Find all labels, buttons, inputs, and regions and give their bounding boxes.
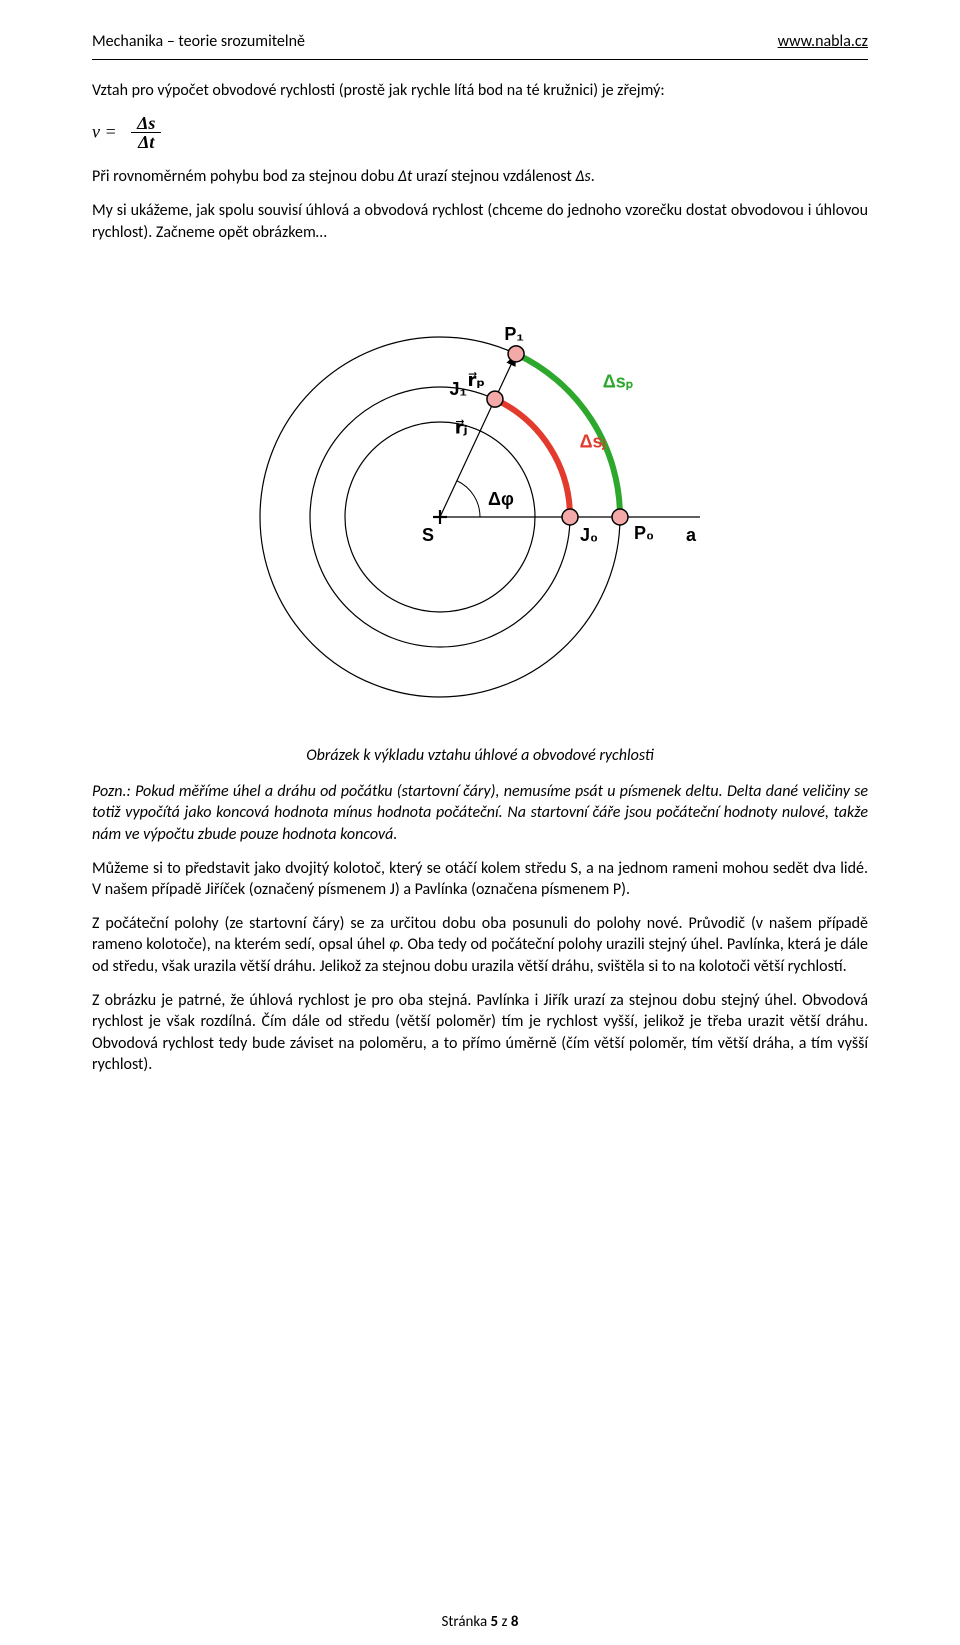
paragraph-note: Pozn.: Pokud měříme úhel a dráhu od počá… — [92, 781, 868, 846]
svg-text:Δφ: Δφ — [488, 489, 514, 509]
svg-text:Δsⱼ: Δsⱼ — [580, 432, 606, 452]
header-right-link[interactable]: www.nabla.cz — [778, 32, 868, 51]
footer-mid: z — [498, 1613, 511, 1631]
formula-lhs: v = — [92, 121, 117, 141]
page-footer: Stránka 5 z 8 — [0, 1613, 960, 1631]
footer-pre: Stránka — [442, 1613, 491, 1631]
paragraph-intro: Vztah pro výpočet obvodové rychlosti (pr… — [92, 80, 868, 102]
text-run: . — [591, 167, 595, 186]
svg-text:S: S — [422, 525, 434, 545]
page-header: Mechanika – teorie srozumitelně www.nabl… — [92, 32, 868, 51]
diagram-wrap: Sa P₀ J₀ P₁ J₁ Δφ Δsₚ Δsⱼ r⃗ₚ r⃗ⱼ — [92, 257, 868, 727]
formula-denominator: Δt — [131, 133, 161, 152]
footer-current-page: 5 — [491, 1613, 499, 1631]
text-run: Při rovnoměrném pohybu bod za stejnou do… — [92, 167, 398, 186]
svg-text:J₀: J₀ — [580, 525, 598, 545]
svg-text:r⃗ⱼ: r⃗ⱼ — [455, 418, 468, 438]
circular-motion-diagram: Sa P₀ J₀ P₁ J₁ Δφ Δsₚ Δsⱼ r⃗ₚ r⃗ⱼ — [220, 257, 740, 727]
formula-fraction: Δs Δt — [131, 114, 161, 153]
svg-text:a: a — [686, 525, 697, 545]
var-ds: Δs — [575, 167, 590, 186]
var-phi: φ — [389, 935, 399, 954]
svg-text:P₀: P₀ — [634, 523, 654, 543]
paragraph-angle-phi: Z počáteční polohy (ze startovní čáry) s… — [92, 913, 868, 978]
header-left: Mechanika – teorie srozumitelně — [92, 32, 305, 51]
svg-text:P₁: P₁ — [504, 324, 523, 344]
var-dt: Δt — [398, 167, 412, 186]
paragraph-relation-intro: My si ukážeme, jak spolu souvisí úhlová … — [92, 200, 868, 243]
svg-text:Δsₚ: Δsₚ — [603, 372, 634, 392]
text-run: urazí stejnou vzdálenost — [412, 167, 575, 186]
paragraph-conclusion: Z obrázku je patrné, že úhlová rychlost … — [92, 990, 868, 1076]
formula-numerator: Δs — [131, 114, 161, 134]
header-rule — [92, 59, 868, 60]
footer-total-pages: 8 — [511, 1613, 519, 1631]
figure-caption: Obrázek k výkladu vztahu úhlové a obvodo… — [92, 745, 868, 767]
svg-text:r⃗ₚ: r⃗ₚ — [467, 370, 485, 390]
paragraph-carousel: Můžeme si to představit jako dvojitý kol… — [92, 858, 868, 901]
page: Mechanika – teorie srozumitelně www.nabl… — [0, 0, 960, 1645]
svg-text:J₁: J₁ — [449, 379, 466, 399]
formula-v-equals-ds-dt: v = Δs Δt — [92, 114, 868, 153]
paragraph-uniform-motion: Při rovnoměrném pohybu bod za stejnou do… — [92, 166, 868, 188]
